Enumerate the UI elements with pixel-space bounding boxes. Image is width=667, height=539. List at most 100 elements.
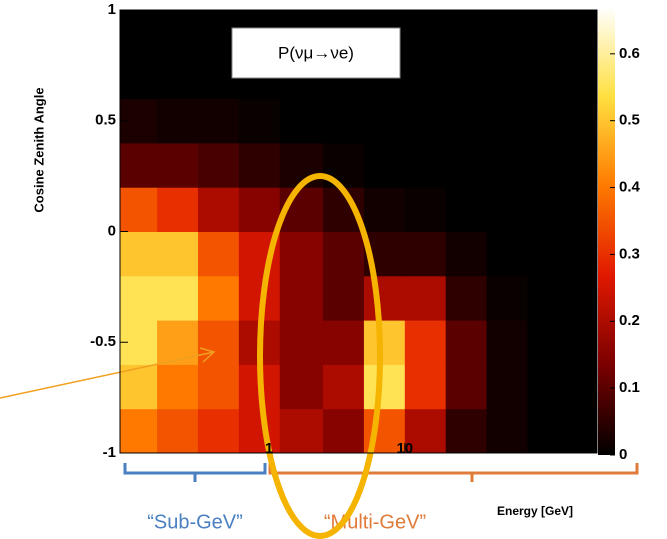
- heat-cell: [157, 320, 199, 365]
- heat-cell: [445, 54, 488, 100]
- heat-cell: [445, 364, 488, 410]
- heat-cell: [279, 275, 324, 321]
- heat-cell: [197, 187, 240, 232]
- heat-cell: [527, 10, 598, 55]
- heat-cell: [157, 275, 199, 321]
- heat-cell: [197, 231, 240, 277]
- heat-cell: [120, 142, 158, 188]
- x-tick-label: 10²: [530, 440, 552, 457]
- heat-cell: [197, 364, 240, 410]
- colorbar-tick-label: 0.2: [619, 312, 640, 329]
- heat-cell: [120, 10, 158, 55]
- heat-cell: [279, 364, 324, 410]
- sub-gev-label: “Sub-GeV”: [147, 511, 243, 533]
- heat-cell: [445, 275, 488, 321]
- heat-cell: [527, 98, 598, 144]
- heat-cell: [486, 275, 528, 321]
- heat-cell: [445, 187, 488, 232]
- heat-cell: [527, 231, 598, 277]
- heat-cell: [157, 10, 199, 55]
- heat-cell: [486, 320, 528, 365]
- heat-cell: [445, 142, 488, 188]
- heat-cell: [486, 54, 528, 100]
- heat-cell: [404, 142, 447, 188]
- colorbar-tick-label: 0: [619, 446, 627, 463]
- heat-cell: [197, 408, 240, 454]
- heat-cell: [323, 275, 365, 321]
- y-tick-label: 1: [108, 1, 116, 18]
- heat-cell: [404, 98, 447, 144]
- heat-cell: [404, 320, 447, 365]
- colorbar: [598, 7, 615, 455]
- heat-cell: [238, 98, 281, 144]
- y-tick-label: -0.5: [90, 333, 116, 350]
- y-tick-label: -1: [103, 444, 116, 461]
- heat-cell: [157, 231, 199, 277]
- heat-cell: [157, 408, 199, 454]
- colorbar-tick-label: 0.3: [619, 245, 640, 262]
- heat-cell: [404, 275, 447, 321]
- heat-cell: [363, 142, 406, 188]
- heat-cell: [279, 231, 324, 277]
- heat-cell: [404, 54, 447, 100]
- heat-cell: [197, 98, 240, 144]
- heat-cell: [486, 98, 528, 144]
- heat-cell: [486, 231, 528, 277]
- heat-cell: [445, 231, 488, 277]
- heat-cell: [323, 408, 365, 454]
- heat-cell: [157, 98, 199, 144]
- heat-cell: [197, 142, 240, 188]
- heat-cell: [323, 231, 365, 277]
- heat-cell: [323, 364, 365, 410]
- heat-cell: [527, 54, 598, 100]
- heat-cell: [323, 320, 365, 365]
- heat-cell: [527, 187, 598, 232]
- heat-cell: [238, 142, 281, 188]
- x-tick-label: 1: [265, 440, 273, 457]
- heat-cell: [363, 275, 406, 321]
- y-axis-label: Cosine Zenith Angle: [31, 87, 46, 212]
- heat-cell: [527, 320, 598, 365]
- heat-cell: [404, 364, 447, 410]
- heat-cell: [120, 231, 158, 277]
- heat-cell: [527, 142, 598, 188]
- heat-cell: [445, 98, 488, 144]
- heat-cell: [279, 142, 324, 188]
- heat-cell: [197, 320, 240, 365]
- heat-cell: [363, 187, 406, 232]
- heat-cell: [527, 364, 598, 410]
- colorbar-tick-label: 0.6: [619, 45, 640, 62]
- y-tick-label: 0: [108, 222, 116, 239]
- heat-cell: [238, 187, 281, 232]
- heat-cell: [404, 231, 447, 277]
- heat-cell: [404, 408, 447, 454]
- heatmap: [120, 10, 598, 454]
- colorbar-tick-label: 0.5: [619, 112, 640, 129]
- multi-gev-bracket: [268, 463, 639, 482]
- heat-cell: [120, 275, 158, 321]
- heat-cell: [279, 408, 324, 454]
- colorbar-tick-label: 0.1: [619, 379, 640, 396]
- heat-cell: [157, 142, 199, 188]
- heat-cell: [120, 187, 158, 232]
- heat-cell: [120, 364, 158, 410]
- heat-cell: [363, 98, 406, 144]
- heat-cell: [363, 364, 406, 410]
- heat-cell: [157, 187, 199, 232]
- colorbar-tick-label: 0.4: [619, 179, 641, 196]
- highlight-ellipse: [257, 173, 383, 539]
- chart-title: P(νμ→νe): [278, 43, 354, 62]
- arrow: [0, 347, 216, 399]
- heat-cell: [445, 10, 488, 55]
- heat-cell: [486, 142, 528, 188]
- x-axis-label: Energy [GeV]: [497, 504, 573, 518]
- heat-cell: [238, 408, 281, 454]
- heat-cell: [404, 10, 447, 55]
- heat-cell: [323, 98, 365, 144]
- heat-cell: [445, 320, 488, 365]
- heat-cell: [120, 408, 158, 454]
- sub-gev-bracket: [123, 463, 267, 482]
- title-box: [231, 27, 401, 79]
- heat-cell: [486, 364, 528, 410]
